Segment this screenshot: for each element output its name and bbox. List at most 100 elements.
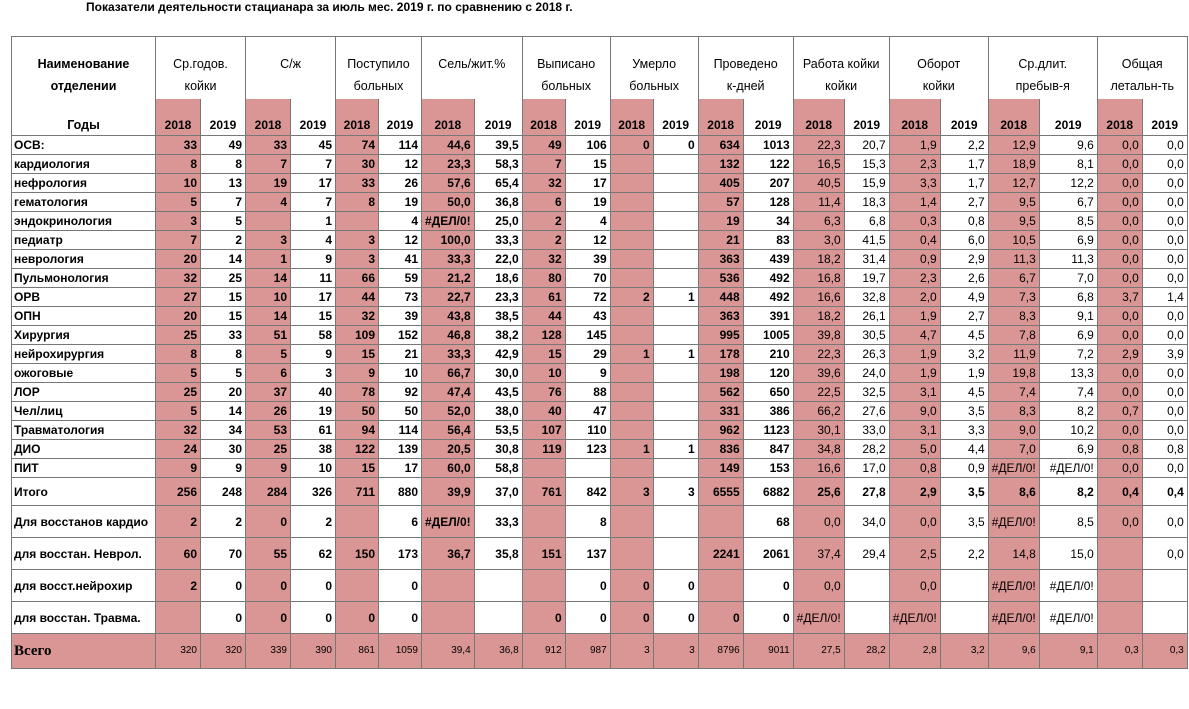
cell: 9,1 — [1038, 306, 1098, 326]
cell: 39,6 — [792, 363, 845, 383]
cell: 2241 — [697, 537, 744, 570]
cell: 386 — [742, 401, 794, 421]
cell: 1 — [609, 344, 654, 364]
cell: 0,0 — [1141, 135, 1188, 155]
cell: 0,9 — [888, 249, 941, 269]
cell — [609, 458, 654, 478]
cell — [652, 192, 699, 212]
cell: 0,8 — [939, 211, 989, 231]
cell: 44 — [335, 287, 379, 307]
cell: 70 — [200, 537, 246, 570]
cell: 6,8 — [843, 211, 890, 231]
cell: 21,2 — [421, 268, 475, 288]
cell: 0,0 — [1141, 230, 1188, 250]
cell: 40 — [290, 382, 336, 402]
cell: 7,4 — [1038, 382, 1098, 402]
cell: 17 — [378, 458, 422, 478]
cell: 39,5 — [473, 135, 523, 155]
table-row: Пульмонология 32 25 14 11 66 59 21,2 18,6 80 70 536… — [11, 268, 1188, 288]
cell: 7,0 — [1038, 268, 1098, 288]
cell: 0,0 — [792, 569, 845, 602]
cell: 42,9 — [473, 344, 523, 364]
cell: 363 — [697, 249, 744, 269]
cell: #ДЕЛ/0! — [987, 458, 1040, 478]
cell — [697, 569, 744, 602]
cell: 7 — [290, 192, 336, 212]
cell: 47,4 — [421, 382, 475, 402]
cell: 842 — [564, 477, 611, 506]
cell: 43 — [564, 306, 611, 326]
cell: 6,9 — [1038, 230, 1098, 250]
row-name: Хирургия — [11, 325, 156, 345]
cell: 6 — [378, 505, 422, 538]
row-name: нейрохирургия — [11, 344, 156, 364]
cell: 22,3 — [792, 344, 845, 364]
cell — [652, 173, 699, 193]
cell: 391 — [742, 306, 794, 326]
cell: 0 — [564, 569, 611, 602]
cell: 320 — [155, 633, 201, 669]
cell: 1,7 — [939, 154, 989, 174]
cell: 15,0 — [1038, 537, 1098, 570]
cell: 2,9 — [888, 477, 941, 506]
cell: 45 — [290, 135, 336, 155]
cell: 43,8 — [421, 306, 475, 326]
cell — [421, 569, 475, 602]
statistics-table: Наименование Ср.годов. С/ж Поступило Сель/ж… — [11, 36, 1188, 669]
cell: 0 — [742, 569, 794, 602]
cell: 60 — [155, 537, 201, 570]
cell: 5 — [155, 401, 201, 421]
cell: 0,0 — [1141, 537, 1188, 570]
cell: 3,7 — [1096, 287, 1143, 307]
cell: #ДЕЛ/0! — [421, 211, 475, 231]
cell: 2,9 — [1096, 344, 1143, 364]
cell — [652, 458, 699, 478]
cell: 139 — [378, 439, 422, 459]
cell: 8 — [200, 154, 246, 174]
cell — [1096, 537, 1143, 570]
cell: 39,9 — [421, 477, 475, 506]
cell: 58,3 — [473, 154, 523, 174]
cell: 150 — [335, 537, 379, 570]
cell: 10 — [290, 458, 336, 478]
header-group-0-top: Ср.годов. — [155, 36, 246, 73]
cell: 7 — [155, 230, 201, 250]
cell: 1 — [652, 439, 699, 459]
cell: 2,6 — [939, 268, 989, 288]
cell: 46,8 — [421, 325, 475, 345]
cell: 62 — [290, 537, 336, 570]
cell: 32 — [335, 306, 379, 326]
cell: 9,6 — [987, 633, 1040, 669]
cell: 0,4 — [1096, 477, 1143, 506]
cell: 83 — [742, 230, 794, 250]
cell: 32,5 — [843, 382, 890, 402]
cell: 3,5 — [939, 505, 989, 538]
cell: 0 — [609, 135, 654, 155]
cell: 3 — [245, 230, 291, 250]
cell: 149 — [697, 458, 744, 478]
cell: 0,8 — [1096, 439, 1143, 459]
cell — [609, 173, 654, 193]
cell: 26,1 — [843, 306, 890, 326]
cell: 33,3 — [421, 344, 475, 364]
cell: 0,0 — [1141, 382, 1188, 402]
cell: 25 — [200, 268, 246, 288]
cell: 0,0 — [1096, 249, 1143, 269]
cell: 0 — [245, 569, 291, 602]
cell: 80 — [521, 268, 566, 288]
cell: 22,3 — [792, 135, 845, 155]
cell: 0,0 — [1096, 325, 1143, 345]
cell — [564, 458, 611, 478]
cell: 448 — [697, 287, 744, 307]
cell — [652, 154, 699, 174]
cell: 0,3 — [1096, 633, 1143, 669]
cell — [652, 230, 699, 250]
cell: 2,0 — [888, 287, 941, 307]
cell: 70 — [564, 268, 611, 288]
cell: 9 — [564, 363, 611, 383]
cell — [609, 325, 654, 345]
cell: 6,9 — [1038, 439, 1098, 459]
cell: 15,3 — [843, 154, 890, 174]
cell: 18,2 — [792, 306, 845, 326]
cell: 3,9 — [1141, 344, 1188, 364]
